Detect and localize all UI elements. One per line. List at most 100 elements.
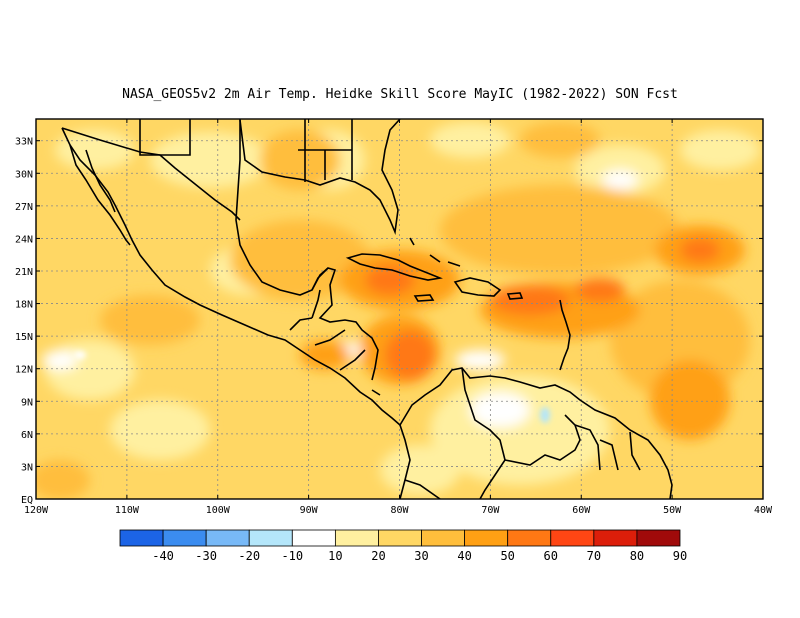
field-patch [74,351,86,359]
colorbar-label: -20 [238,549,260,563]
colorbar-label: 20 [371,549,385,563]
lat-tick-label: 9N [21,397,33,408]
colorbar-swatch [334,529,379,547]
lat-tick-label: EQ [21,495,33,506]
lon-tick-label: 110W [115,505,140,516]
lesser-antilles [559,299,571,371]
suriname-border [599,439,619,471]
south-america-north-coast [399,367,673,499]
colorbar-swatch [291,529,336,547]
ecuador-peru-border [404,479,441,499]
us-mexico-border [61,127,241,221]
field-patch [650,360,730,440]
lat-tick-label: 3N [21,462,33,473]
lat-tick-label: 12N [15,365,33,376]
lon-tick-label: 80W [390,505,409,516]
colorbar-label: 10 [328,549,342,563]
field-patch [602,170,638,190]
central-america-borders-2 [311,289,321,319]
colorbar-swatch [636,529,681,547]
bahamas-3 [447,261,461,267]
field-patch [36,460,90,499]
colorbar-swatch [421,529,466,547]
colorbar: -40 -30 -20 -10 10 20 30 40 50 60 70 80 90 [119,529,687,563]
colorbar-swatch [507,529,552,547]
colorbar-label: 50 [500,549,514,563]
colorbar-label: -10 [281,549,303,563]
jamaica [413,294,435,302]
field-patch [575,278,625,302]
colorbar-swatch [378,529,422,547]
field-patch [300,340,350,370]
lon-tick-label: 90W [300,505,319,516]
lat-tick-label: 15N [15,332,33,343]
lon-tick-label: 70W [481,505,500,516]
lat-tick-label: 24N [15,234,33,245]
lat-tick-label: 30N [15,169,33,180]
field-patch [100,295,200,345]
lon-tick-label: 120W [24,505,49,516]
hispaniola [453,277,502,297]
lon-tick-label: 100W [206,505,231,516]
field-patch [55,130,135,170]
colorbar-swatch [205,529,250,547]
colorbar-label: -30 [195,549,217,563]
lon-tick-label: 50W [663,505,682,516]
field-patch [385,330,435,380]
mexico-gulf-coast [235,159,379,381]
lat-tick-label: 27N [15,202,33,213]
colorbar-label: 30 [414,549,428,563]
field-patch [430,122,510,158]
venezuela-brazil-border [504,414,581,466]
colorbar-label: 40 [457,549,471,563]
gridlines [36,119,763,499]
lon-tick-label: 60W [572,505,591,516]
baja-east-coast [85,149,116,213]
bahamas-2 [429,254,441,263]
field-patch [680,238,720,262]
field-patch [365,265,415,295]
mexico-central-america-pacific-coast [61,127,411,499]
field-patch [45,340,135,400]
field-patch [380,445,460,495]
field-patch [540,407,550,423]
colorbar-swatch [593,529,638,547]
field-patch [260,130,340,190]
field-patch [680,130,760,170]
field-patch [440,185,680,275]
guyana-border [574,424,601,471]
field-patch [455,350,505,370]
lat-tick-label: 33N [15,137,33,148]
colorbar-swatch [464,529,509,547]
colorbar-swatch [248,529,293,547]
bahamas-1 [409,237,415,246]
colorbar-label: -40 [152,549,174,563]
puerto-rico [506,292,524,300]
cuba [345,253,443,281]
colorbar-label: 70 [587,549,601,563]
lon-tick-label: 40W [754,505,773,516]
colombia-venezuela-border [461,367,506,499]
lat-tick-label: 18N [15,300,33,311]
lat-tick-label: 21N [15,267,33,278]
field-patch [520,122,600,158]
field-patch [42,350,78,370]
yucatan [311,267,329,291]
colorbar-swatch [550,529,595,547]
baja-california [69,144,131,246]
central-america-borders-4 [339,349,366,371]
field-patch [490,285,570,315]
colorbar-label: 60 [544,549,558,563]
colorbar-label: 90 [673,549,687,563]
colorbar-swatch [119,529,164,547]
lat-tick-label: 6N [21,430,33,441]
skill-field [36,119,763,499]
us-state-lines-1 [139,119,191,156]
colorbar-swatch [162,529,207,547]
central-america-borders-5 [371,389,381,396]
colorbar-label: 80 [630,549,644,563]
field-patch [470,392,530,428]
us-gulf-coast [239,119,401,236]
